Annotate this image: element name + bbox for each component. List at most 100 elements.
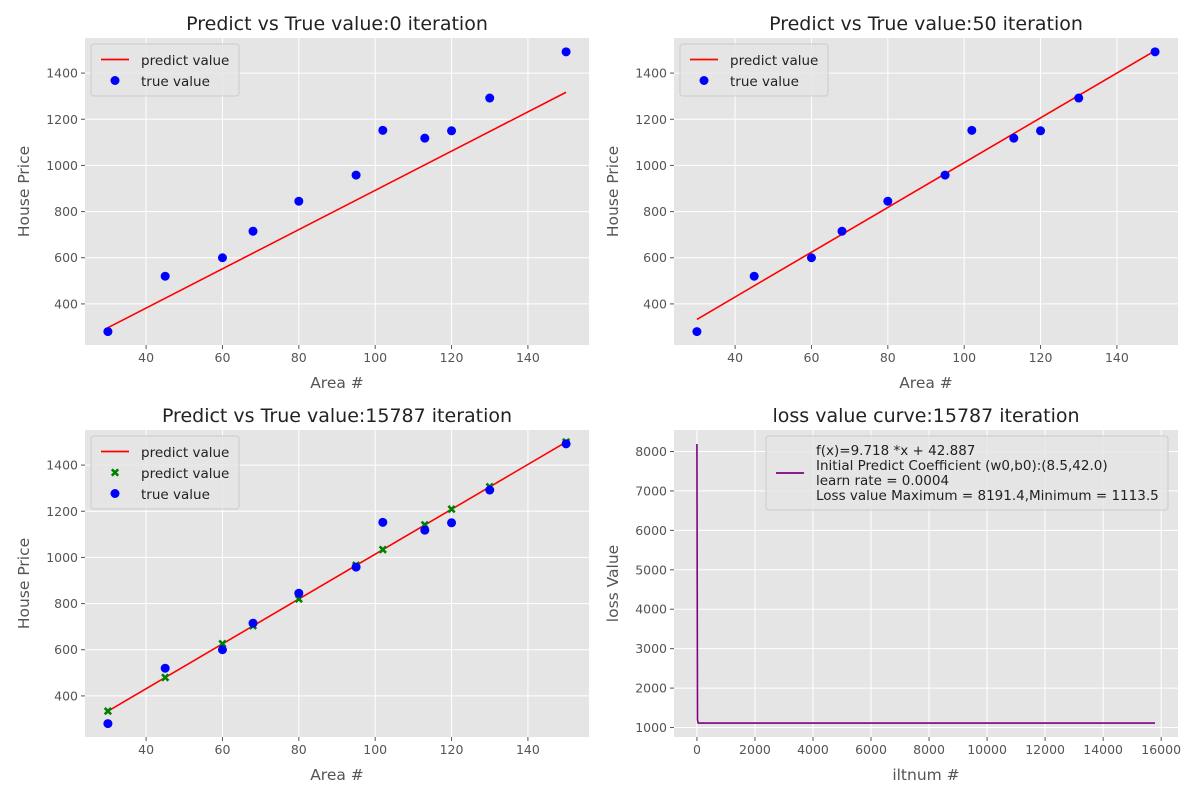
y-tick-label: 3000	[635, 641, 667, 656]
x-tick-label: 100	[952, 350, 976, 365]
chart-title: loss value curve:15787 iteration	[772, 405, 1079, 427]
data-layer	[692, 47, 1160, 337]
legend: predict value true value	[90, 43, 240, 97]
data-layer	[696, 443, 1155, 724]
y-tick-label: 400	[643, 296, 667, 311]
y-tick-label: 1400	[46, 66, 78, 81]
x-tick-label: 120	[440, 742, 464, 757]
data-point	[1150, 47, 1160, 57]
legend-handle-x	[110, 468, 120, 477]
legend-label-line: predict value	[141, 53, 229, 69]
data-point-x	[103, 707, 113, 716]
data-point	[103, 327, 113, 337]
y-tick-label: 1200	[635, 112, 667, 127]
chart-panel-4: 0 2000 4000 6000 8000 10000 12000 14000 16000 100…	[604, 405, 1181, 784]
x-tick-label: 60	[804, 350, 820, 365]
data-point	[420, 133, 430, 143]
y-tick-label: 1200	[46, 504, 78, 519]
data-point	[447, 126, 457, 136]
x-tick-label: 60	[215, 350, 231, 365]
x-tick-label: 120	[440, 350, 464, 365]
data-point	[883, 196, 893, 206]
data-point	[561, 47, 571, 57]
legend-label-line: true value	[141, 487, 210, 503]
legend-label-line: Initial Predict Coefficient (w0,b0):(8.5…	[816, 458, 1108, 474]
legend-label-line: predict value	[730, 53, 818, 69]
x-tick-label: 40	[727, 350, 743, 365]
legend-label: predict value	[141, 53, 229, 69]
x-tick-label: 60	[215, 742, 231, 757]
legend-label: predict value	[141, 466, 229, 482]
x-tick-label: 40	[138, 350, 154, 365]
y-tick-label: 600	[54, 250, 78, 265]
y-axis-label: House Price	[15, 538, 33, 629]
y-tick-label: 800	[643, 204, 667, 219]
x-tick-label: 140	[516, 350, 540, 365]
legend-box	[90, 435, 240, 510]
legend-label-line: true value	[141, 74, 210, 90]
legend-label-line: true value	[730, 74, 799, 90]
legend-label: true value	[141, 74, 210, 90]
data-point	[351, 170, 361, 180]
x-tick-label: 2000	[739, 742, 771, 757]
x-axis-label: Area #	[899, 374, 953, 392]
legend-box	[765, 435, 1169, 511]
y-tick-label: 600	[54, 642, 78, 657]
x-axis-label: Area #	[310, 766, 364, 784]
y-tick-label: 1200	[46, 112, 78, 127]
data-point	[447, 518, 457, 528]
x-tick-label: 8000	[913, 742, 945, 757]
y-tick-label: 1000	[635, 720, 667, 735]
data-point	[351, 562, 361, 572]
y-tick-label: 1000	[635, 158, 667, 173]
data-point	[378, 517, 388, 527]
data-point	[248, 226, 258, 236]
series-line	[696, 443, 1155, 724]
x-tick-label: 100	[363, 742, 387, 757]
data-point	[294, 588, 304, 598]
data-point	[378, 125, 388, 135]
data-point	[485, 93, 495, 103]
y-tick-label: 6000	[635, 523, 667, 538]
data-point	[561, 439, 571, 449]
legend-handle-circle	[699, 76, 709, 85]
x-tick-label: 12000	[1025, 742, 1065, 757]
legend-label-line: predict value	[141, 445, 229, 461]
x-tick-label: 80	[291, 742, 307, 757]
legend-label-line: predict value	[141, 466, 229, 482]
data-point-x	[447, 505, 456, 514]
y-tick-label: 1000	[46, 550, 78, 565]
data-point	[217, 253, 227, 263]
chart-panel-3: 40 60 80 100 120 140 400 600 800 1000 1200 1400 Pred…	[15, 405, 589, 784]
legend-label-line: Loss value Maximum = 8191.4,Minimum = 11…	[816, 488, 1159, 504]
chart-title: Predict vs True value:15787 iteration	[162, 405, 512, 427]
data-point	[692, 327, 702, 337]
data-point	[217, 645, 227, 655]
y-tick-label: 1400	[635, 66, 667, 81]
data-point	[160, 663, 170, 673]
x-tick-label: 80	[291, 350, 307, 365]
y-tick-label: 1400	[46, 458, 78, 473]
legend-label: true value	[141, 487, 210, 503]
chart-title: Predict vs True value:50 iteration	[769, 13, 1083, 35]
x-axis-label: Area #	[310, 374, 364, 392]
data-layer	[103, 437, 571, 729]
x-tick-label: 14000	[1083, 742, 1123, 757]
legend-label: predict value	[141, 445, 229, 461]
legend-box	[90, 43, 240, 97]
legend-label-line: f(x)=9.718 *x + 42.887	[816, 443, 975, 459]
y-tick-label: 5000	[635, 562, 667, 577]
data-point	[806, 253, 816, 263]
data-point	[485, 485, 495, 495]
y-tick-label: 600	[643, 250, 667, 265]
y-tick-label: 7000	[635, 483, 667, 498]
data-point	[1009, 133, 1019, 143]
chart-panel-2: 40 60 80 100 120 140 400 600 800 1000 1200 1400 Pred…	[604, 13, 1178, 392]
data-point	[837, 226, 847, 236]
y-tick-label: 400	[54, 688, 78, 703]
legend-handle-circle	[110, 489, 120, 498]
legend: f(x)=9.718 *x + 42.887 Initial Predict Co…	[765, 435, 1169, 511]
y-tick-label: 800	[54, 596, 78, 611]
x-tick-label: 120	[1029, 350, 1053, 365]
